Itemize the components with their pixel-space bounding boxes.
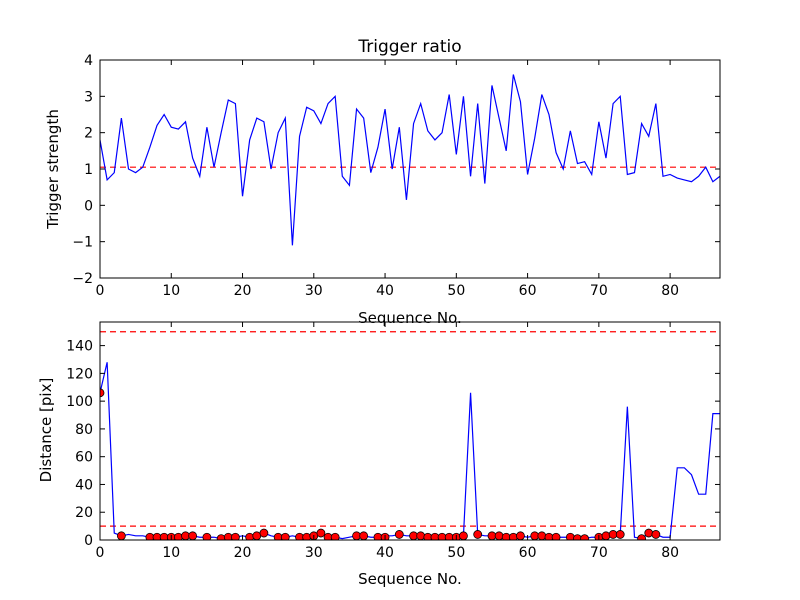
y-tick-label: −2 xyxy=(72,271,93,287)
data-point xyxy=(516,531,525,540)
y-tick-label: 2 xyxy=(84,126,93,142)
y-tick-label: −1 xyxy=(72,235,93,251)
y-tick-label: 80 xyxy=(75,422,93,438)
x-tick-label: 80 xyxy=(661,283,679,299)
distance-panel: Sequence No. Distance [pix] 0 10 20 30 40 50 6… xyxy=(37,321,721,588)
data-point xyxy=(601,531,611,540)
y-tick-label: 20 xyxy=(75,505,93,521)
data-point xyxy=(316,528,326,538)
y-tick-label: 60 xyxy=(75,450,93,466)
series-line xyxy=(100,74,720,246)
x-tick-label: 0 xyxy=(96,283,105,299)
x-tick-label: 50 xyxy=(447,545,465,561)
x-tick-label: 60 xyxy=(519,545,537,561)
data-point xyxy=(637,534,647,540)
y-tick-label: 1 xyxy=(84,162,93,178)
series-line xyxy=(100,362,720,540)
data-point xyxy=(280,532,290,540)
data-point xyxy=(615,530,625,539)
data-point xyxy=(231,532,240,540)
x-tick-label: 20 xyxy=(234,545,252,561)
y-tick-label: 4 xyxy=(84,53,93,69)
x-tick-label: 40 xyxy=(376,283,394,299)
data-point xyxy=(100,388,105,398)
x-tick-label: 0 xyxy=(96,545,105,561)
x-tick-label: 50 xyxy=(447,283,465,299)
data-point xyxy=(394,530,404,539)
x-tick-label: 30 xyxy=(305,545,323,561)
data-point xyxy=(644,528,654,538)
x-axis-label: Sequence No. xyxy=(358,309,462,327)
y-tick-label: 140 xyxy=(66,339,93,355)
x-tick-label: 70 xyxy=(590,545,608,561)
y-tick-label: 0 xyxy=(84,533,93,549)
x-tick-label: 60 xyxy=(519,283,537,299)
chart-title: Trigger ratio xyxy=(357,37,461,57)
data-point xyxy=(188,531,198,540)
data-point xyxy=(473,530,483,539)
data-point xyxy=(494,531,504,540)
x-tick-label: 30 xyxy=(305,283,323,299)
x-tick-label: 40 xyxy=(376,545,394,561)
plot-area xyxy=(100,74,720,246)
y-tick-label: 120 xyxy=(66,366,93,382)
data-point xyxy=(330,532,340,540)
plot-frame xyxy=(99,321,721,541)
y-axis-label: Distance [pix] xyxy=(37,378,55,483)
data-point xyxy=(580,534,589,540)
y-tick-label: 40 xyxy=(75,477,93,493)
plot-area xyxy=(100,331,720,540)
data-point xyxy=(416,531,426,540)
data-point xyxy=(551,532,561,540)
y-tick-label: 100 xyxy=(66,394,93,410)
trigger-strength-panel: Trigger ratio Sequence No. Trigger stren… xyxy=(44,37,721,327)
y-axis-label: Trigger strength xyxy=(44,109,62,230)
x-tick-label: 20 xyxy=(234,283,252,299)
data-point xyxy=(537,531,547,540)
y-tick-label: 0 xyxy=(84,198,93,214)
data-point xyxy=(459,531,468,540)
data-point xyxy=(259,528,269,538)
data-point xyxy=(202,532,212,540)
x-tick-label: 10 xyxy=(162,545,180,561)
y-tick-label: 3 xyxy=(84,89,93,105)
data-point xyxy=(359,531,369,540)
data-point xyxy=(216,534,226,540)
x-tick-label: 10 xyxy=(162,283,180,299)
x-tick-label: 80 xyxy=(661,545,679,561)
data-point xyxy=(116,531,126,540)
x-tick-label: 70 xyxy=(590,283,608,299)
x-axis-label: Sequence No. xyxy=(358,570,462,588)
data-point xyxy=(651,530,661,539)
